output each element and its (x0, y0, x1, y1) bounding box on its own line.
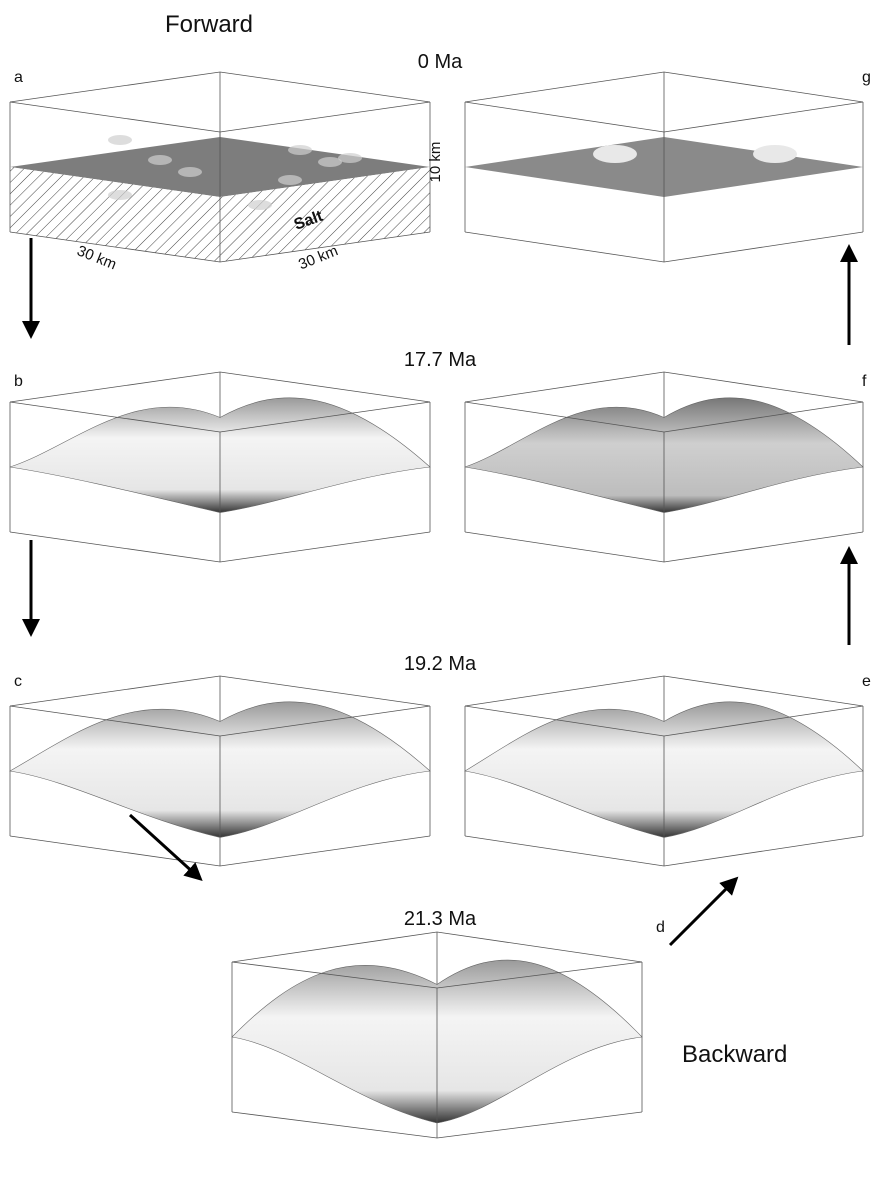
model-panel (10, 72, 430, 262)
panel-letter: e (862, 673, 871, 690)
panel-letter: g (862, 69, 871, 86)
panel-letter: f (862, 373, 867, 390)
salt-dome (148, 155, 172, 165)
salt-dome (108, 135, 132, 145)
panel-letter: c (14, 673, 22, 690)
time-label: 17.7 Ma (404, 349, 477, 371)
salt-dome (338, 153, 362, 163)
thickness-label: 10 km (427, 142, 444, 183)
model-panel (465, 72, 863, 262)
panel-letter: a (14, 69, 23, 86)
time-label: 19.2 Ma (404, 653, 477, 675)
salt-dome (278, 175, 302, 185)
salt-dome (178, 167, 202, 177)
salt-dome (753, 145, 797, 163)
salt-dome (248, 200, 272, 210)
model-panel (10, 372, 430, 562)
panel-letter: d (656, 919, 665, 936)
forward-label: Forward (165, 11, 253, 38)
time-label: 0 Ma (418, 51, 463, 73)
salt-dome (288, 145, 312, 155)
arrows (31, 238, 849, 945)
salt-dome (593, 145, 637, 163)
time-label: 21.3 Ma (404, 908, 477, 930)
model-panel (10, 676, 430, 866)
model-panel (232, 932, 642, 1138)
panel-letter: b (14, 373, 23, 390)
figure: Forward Backward 0 Ma 17.7 Ma 19.2 Ma 21… (0, 0, 881, 1197)
backward-label: Backward (682, 1041, 787, 1068)
model-panel (465, 372, 863, 562)
salt-dome (108, 190, 132, 200)
model-panel (465, 676, 863, 866)
